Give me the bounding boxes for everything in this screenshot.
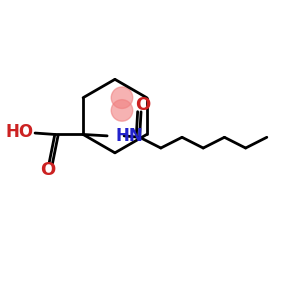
Text: O: O <box>135 96 150 114</box>
Text: O: O <box>40 161 56 179</box>
Circle shape <box>111 100 133 121</box>
Text: HO: HO <box>5 123 34 141</box>
Circle shape <box>111 87 133 109</box>
Text: HN: HN <box>116 127 143 145</box>
